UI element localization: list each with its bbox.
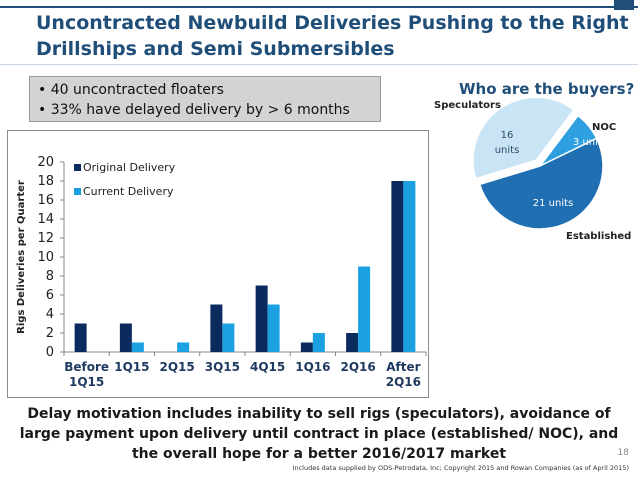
summary-box: • 40 uncontracted floaters • 33% have de…	[29, 76, 381, 122]
caption-line-3: the overall hope for a better 2016/2017 …	[131, 446, 507, 462]
page-number: 18	[617, 448, 629, 458]
caption-line-1: Delay motivation includes inability to s…	[27, 406, 611, 422]
y-tick-label: 20	[37, 155, 54, 170]
bar-current	[267, 304, 280, 352]
pie-label-established: Established	[566, 231, 631, 242]
title-line-2: Drillships and Semi Submersibles	[36, 38, 395, 60]
legend-label-original: Original Delivery	[83, 161, 176, 174]
bar-current	[403, 181, 416, 352]
y-tick-label: 4	[46, 307, 54, 322]
bar-original	[255, 285, 268, 352]
y-tick-label: 16	[37, 193, 54, 208]
caption-line-2: large payment upon delivery until contra…	[19, 426, 619, 442]
bar-chart-frame: 0 2 4 6 8 10 12 14 16 18 20 Rigs Deliveries per Qua…	[7, 130, 429, 398]
title-rule	[0, 64, 638, 65]
y-axis-title: Rigs Deliveries per Quarter	[16, 180, 27, 334]
bar-current	[312, 333, 325, 352]
legend-swatch-original	[74, 164, 81, 171]
legend-swatch-current	[74, 188, 81, 195]
bar-chart: 0 2 4 6 8 10 12 14 16 18 20 Rigs Deliveries per Qua…	[16, 155, 427, 389]
x-tick-label: 1Q15	[114, 360, 149, 374]
y-tick-label: 18	[37, 174, 54, 189]
legend-label-current: Current Delivery	[83, 185, 174, 198]
x-tick-label: 1Q16	[295, 360, 330, 374]
y-tick-label: 10	[37, 250, 54, 265]
bar-current	[358, 266, 371, 352]
x-tick-label: 4Q15	[250, 360, 285, 374]
pie-value-speculators-2: units	[495, 145, 520, 156]
pie-value-established: 21 units	[533, 198, 574, 209]
title-line-1: Uncontracted Newbuild Deliveries Pushing…	[36, 12, 629, 34]
buyers-title: Who are the buyers?	[459, 80, 635, 98]
bar-original	[119, 323, 132, 352]
pie-label-speculators: Speculators	[434, 100, 501, 111]
pie-chart: 16 units 3 units 21 units Speculators NOC Esta…	[434, 96, 631, 242]
y-tick-label: 8	[46, 269, 54, 284]
footnote: Includes data supplied by ODS-Petrodata,…	[292, 464, 629, 472]
x-tick-label: Before	[64, 360, 109, 374]
x-tick-label: 1Q15	[69, 375, 104, 389]
bar-original	[300, 342, 313, 352]
pie-slice-speculators	[472, 96, 575, 180]
pie-value-noc: 3 units	[573, 137, 607, 148]
caption: Delay motivation includes inability to s…	[10, 404, 628, 464]
y-tick-label: 2	[46, 326, 54, 341]
bullet-2: • 33% have delayed delivery by > 6 month…	[38, 102, 350, 118]
x-tick-label: 2Q16	[341, 360, 376, 374]
bar-current	[177, 342, 190, 352]
bar-original	[210, 304, 223, 352]
y-tick-label: 0	[46, 345, 54, 360]
y-tick-label: 14	[37, 212, 54, 227]
bar-original	[346, 333, 359, 352]
x-tick-label: 2Q15	[160, 360, 195, 374]
page-title: Uncontracted Newbuild Deliveries Pushing…	[36, 10, 629, 62]
y-tick-label: 12	[37, 231, 54, 246]
bar-original	[74, 323, 87, 352]
pie-label-noc: NOC	[592, 122, 616, 133]
x-tick-label: 3Q15	[205, 360, 240, 374]
bar-current	[131, 342, 144, 352]
bullet-1: • 40 uncontracted floaters	[38, 82, 224, 98]
pie-slice-established	[478, 137, 604, 230]
corner-mark	[614, 0, 634, 10]
x-tick-label: 2Q16	[386, 375, 421, 389]
y-tick-label: 6	[46, 288, 54, 303]
bar-original	[391, 181, 404, 352]
bar-current	[222, 323, 235, 352]
x-tick-label: After	[386, 360, 420, 374]
top-rule	[0, 6, 638, 8]
pie-value-speculators-1: 16	[501, 130, 514, 141]
